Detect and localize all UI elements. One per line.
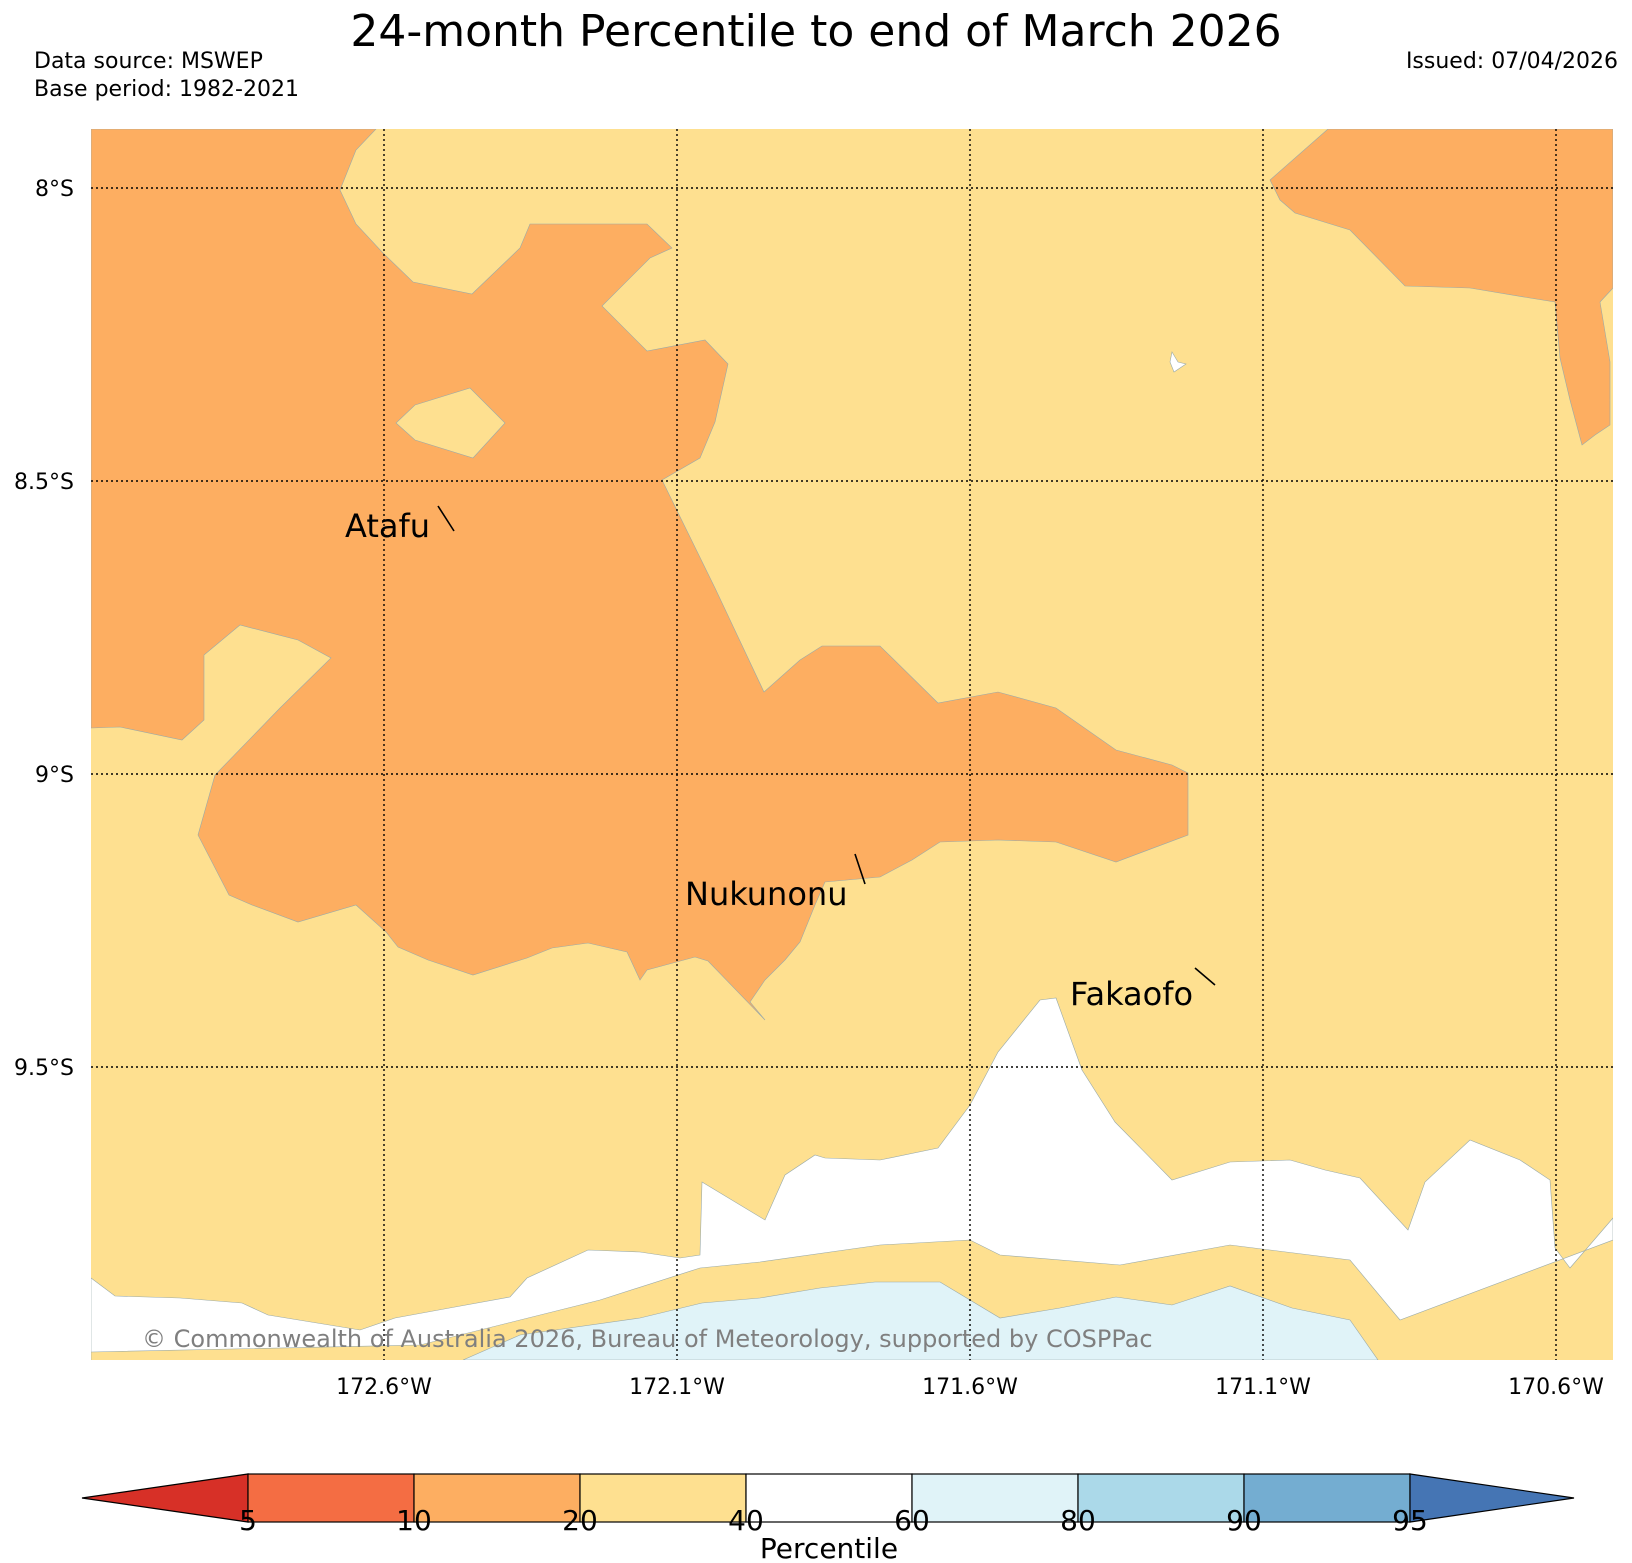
issued-date-label: Issued: 07/04/2026 [1405, 49, 1618, 74]
lon-label-172-1w: 172.1°W [629, 1375, 725, 1400]
colorbar-segment-90-95 [1243, 1473, 1411, 1523]
colorbar-tick-40: 40 [728, 1504, 764, 1537]
place-label-atafu: Atafu [345, 507, 430, 545]
atafu-marker [437, 505, 455, 532]
base-period-label: Base period: 1982-2021 [34, 77, 299, 102]
colorbar-tick-10: 10 [396, 1504, 432, 1537]
lat-label-9s: 9°S [35, 763, 74, 788]
colorbar-tick-20: 20 [562, 1504, 598, 1537]
lat-label-8-5s: 8.5°S [14, 470, 74, 495]
colorbar-segment-40-60 [745, 1473, 913, 1523]
colorbar-tick-90: 90 [1226, 1504, 1262, 1537]
lat-label-8s: 8°S [35, 177, 74, 202]
colorbar-segment-5-10 [247, 1473, 415, 1523]
data-source-label: Data source: MSWEP [34, 49, 263, 74]
lat-label-9-5s: 9.5°S [14, 1056, 74, 1081]
map-title: 24-month Percentile to end of March 2026 [350, 6, 1282, 57]
colorbar-segment-10-20 [413, 1473, 581, 1523]
region-60-80-percentile [462, 1281, 1379, 1360]
copyright-notice: © Commonwealth of Australia 2026, Bureau… [142, 1325, 1153, 1353]
place-label-nukunonu: Nukunonu [685, 875, 847, 913]
lon-label-171-6w: 171.6°W [922, 1375, 1018, 1400]
region-40-60-percentile [91, 997, 1613, 1360]
colorbar-tick-80: 80 [1060, 1504, 1096, 1537]
region-10-20-percentile-northeast [1269, 129, 1613, 446]
lon-label-170-6w: 170.6°W [1508, 1375, 1604, 1400]
colorbar-title: Percentile [760, 1532, 898, 1563]
map-area [91, 129, 1613, 1360]
colorbar-tick-95: 95 [1392, 1504, 1428, 1537]
colorbar [81, 1473, 1575, 1523]
colorbar-segment-60-80 [911, 1473, 1079, 1523]
region-20-40-hole [395, 387, 506, 459]
colorbar-tick-60: 60 [894, 1504, 930, 1537]
region-10-20-percentile-west [91, 129, 1189, 1021]
fakaofo-marker [1194, 967, 1216, 986]
lon-label-172-6w: 172.6°W [336, 1375, 432, 1400]
colorbar-extend-low [81, 1473, 249, 1523]
colorbar-segment-20-40 [579, 1473, 747, 1523]
nukunonu-marker [854, 853, 866, 885]
colorbar-segment-80-90 [1077, 1473, 1245, 1523]
lon-label-171-1w: 171.1°W [1215, 1375, 1311, 1400]
place-label-fakaofo: Fakaofo [1070, 975, 1193, 1013]
colorbar-tick-5: 5 [239, 1504, 257, 1537]
colorbar-extend-high [1409, 1473, 1575, 1523]
region-40-60-spot [1169, 351, 1187, 373]
graticule [91, 129, 1613, 1360]
